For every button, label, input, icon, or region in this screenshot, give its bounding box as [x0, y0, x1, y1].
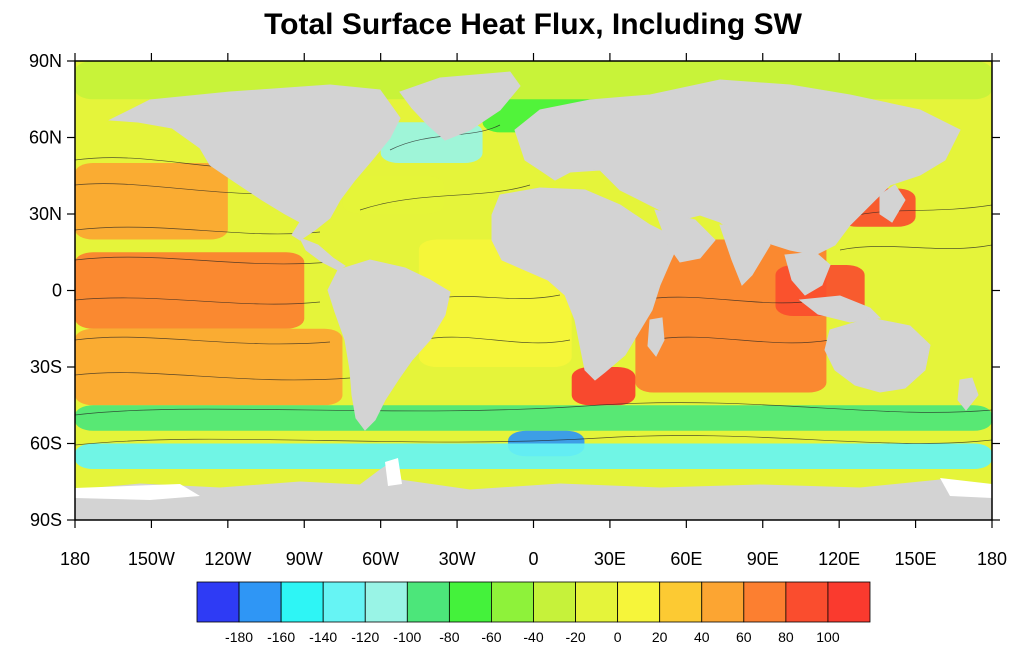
- contour-line: [639, 296, 821, 304]
- colorbar-swatch: [701, 581, 745, 623]
- colorbar-swatch: [617, 581, 661, 623]
- contour-line: [75, 226, 321, 235]
- flux-region-gulf-stream: [342, 175, 445, 214]
- land-indonesia: [798, 295, 882, 323]
- y-tick-label: 90S: [30, 510, 62, 530]
- x-tick-label: 90E: [747, 549, 779, 569]
- colorbar-label: -60: [481, 629, 501, 645]
- ice-shelf-ronne: [385, 458, 402, 486]
- flux-region-eastern-tropical-pacific: [75, 252, 305, 329]
- flux-region-agulhas: [571, 367, 636, 406]
- land-antarctica: [75, 459, 992, 520]
- colorbar-swatch: [322, 581, 366, 623]
- colorbar-label: -120: [351, 629, 379, 645]
- contour-line: [75, 336, 331, 345]
- land-africa: [491, 187, 681, 381]
- x-tick-label: 180: [977, 549, 1007, 569]
- colorbar-swatch: [238, 581, 282, 623]
- y-tick-label: 60N: [29, 128, 62, 148]
- colorbar-label: -20: [565, 629, 585, 645]
- colorbar-label: -80: [439, 629, 459, 645]
- colorbar-swatch: [743, 581, 787, 623]
- colorbar-swatch: [575, 581, 619, 623]
- colorbar-label: 40: [694, 629, 710, 645]
- contour-line: [419, 336, 571, 344]
- x-tick-label: 0: [528, 549, 538, 569]
- colorbar-swatch: [406, 581, 450, 623]
- x-tick-label: 150E: [895, 549, 937, 569]
- colorbar-swatch: [448, 581, 492, 623]
- colorbar-swatch: [491, 581, 534, 623]
- contour-line: [649, 336, 831, 344]
- land-new-zealand: [957, 377, 979, 411]
- land-europe-asia: [514, 79, 961, 256]
- contour-line: [75, 297, 321, 305]
- x-tick-label: 180: [60, 549, 90, 569]
- land-india: [719, 224, 771, 286]
- y-axis: 90N 60N 30N 0 30S 60S 90S: [29, 51, 1000, 530]
- flux-region-north-pacific: [75, 163, 228, 240]
- colorbar-swatch: [364, 581, 408, 623]
- colorbar-label: 20: [652, 629, 668, 645]
- colorbar-label: -40: [523, 629, 543, 645]
- colorbar-label: 100: [816, 629, 840, 645]
- contour-line: [75, 256, 331, 265]
- colorbar-swatch: [659, 581, 703, 623]
- land-south-america: [327, 259, 451, 431]
- contour-line: [839, 244, 992, 251]
- land-masses: [75, 71, 992, 520]
- colorbar-swatch: [280, 581, 324, 623]
- ice-margins: [75, 458, 992, 500]
- x-axis: 180 150W 120W 90W 60W 30W 0 30E 60E 90E 120E 150E 18…: [60, 53, 1007, 569]
- ice-shelf-ross: [75, 484, 200, 500]
- colorbar-swatch: [827, 581, 871, 623]
- x-tick-label: 120W: [204, 549, 251, 569]
- land-greenland: [399, 71, 521, 141]
- chart-title: Total Surface Heat Flux, Including SW: [264, 8, 803, 41]
- colorbar-swatch: [785, 581, 829, 623]
- colorbar-swatch: [533, 581, 576, 623]
- land-australia: [824, 317, 931, 393]
- colorbar-label: -180: [225, 629, 253, 645]
- colorbar-label: -160: [267, 629, 295, 645]
- colorbar-label: 0: [614, 629, 622, 645]
- contour-line: [75, 372, 351, 381]
- land-central-america: [298, 237, 346, 271]
- flux-region-south-pacific: [75, 328, 343, 406]
- map-plot-area: [75, 61, 992, 520]
- land-southeast-asia: [784, 251, 831, 296]
- land-north-america: [108, 84, 401, 241]
- colorbar-label: -140: [309, 629, 337, 645]
- y-tick-label: 60S: [30, 434, 62, 454]
- x-tick-label: 60E: [670, 549, 702, 569]
- flux-region-southern-ocean-band: [75, 405, 992, 431]
- contour-line: [75, 402, 992, 416]
- colorbar-label: -100: [393, 629, 421, 645]
- land-arabia: [654, 209, 716, 263]
- colorbar-label: 80: [778, 629, 794, 645]
- x-tick-label: 60W: [362, 549, 399, 569]
- x-tick-label: 90W: [286, 549, 323, 569]
- x-tick-label: 120E: [818, 549, 860, 569]
- land-madagascar: [647, 317, 665, 357]
- colorbar-swatch: [196, 581, 240, 623]
- y-tick-label: 0: [52, 281, 62, 301]
- flux-region-antarctic-margin: [75, 443, 992, 469]
- contour-line: [359, 184, 531, 211]
- colorbar-label: 60: [736, 629, 752, 645]
- x-tick-label: 150W: [128, 549, 175, 569]
- x-tick-label: 30E: [594, 549, 626, 569]
- x-tick-label: 30W: [439, 549, 476, 569]
- colorbar: -180 -160 -140 -120 -100 -80 -60 -40 -20 0 20 40 60 8…: [196, 581, 871, 645]
- contour-line: [75, 435, 992, 446]
- y-tick-label: 90N: [29, 51, 62, 71]
- ice-shelf-east: [940, 478, 992, 498]
- y-tick-label: 30S: [30, 357, 62, 377]
- land-japan: [879, 184, 906, 223]
- y-tick-label: 30N: [29, 204, 62, 224]
